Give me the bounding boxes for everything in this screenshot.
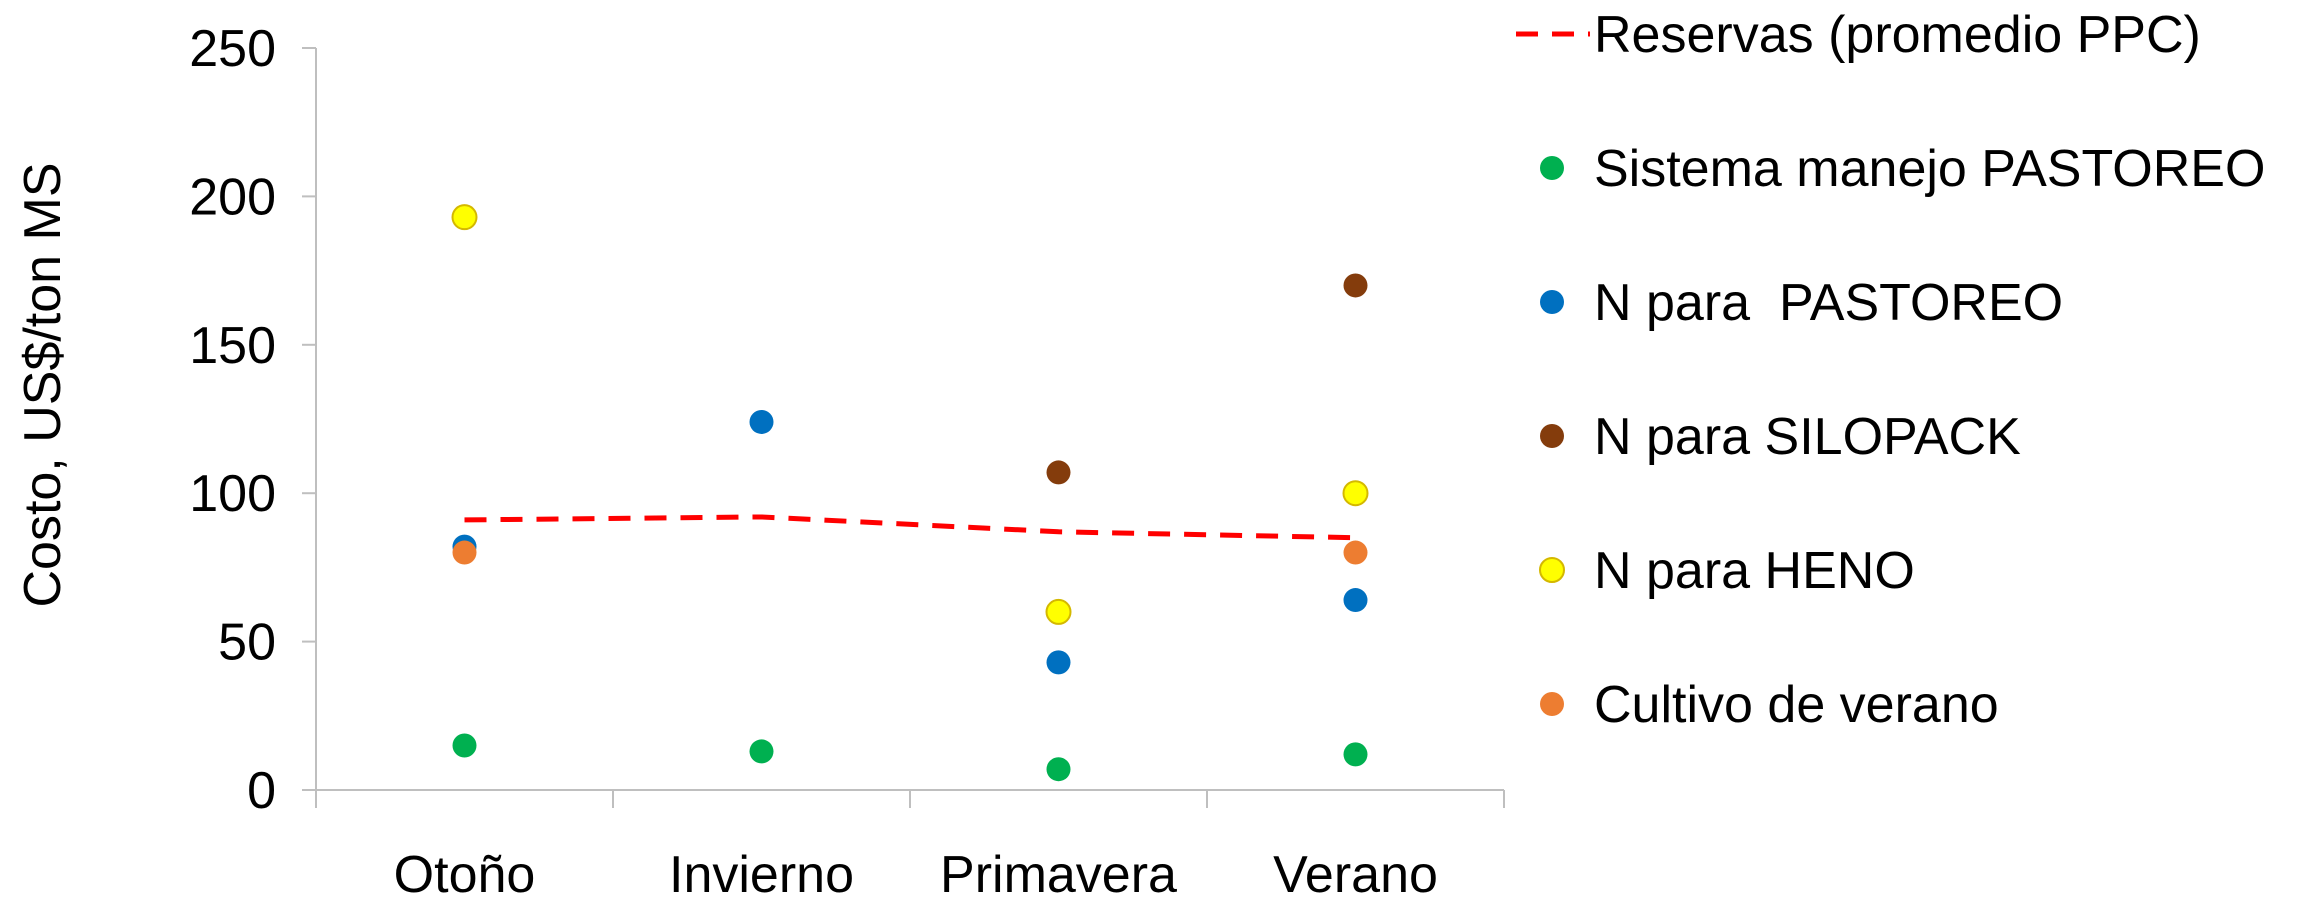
series-line-reservas	[464, 514, 1356, 541]
data-point	[1046, 460, 1071, 485]
data-point	[452, 733, 477, 758]
x-category-label: Otoño	[394, 846, 536, 898]
data-point	[1343, 273, 1368, 298]
x-category-label: Verano	[1273, 846, 1438, 898]
legend-swatch-marker	[1540, 424, 1564, 448]
scatter-points	[451, 204, 1369, 782]
y-tick-label: 200	[189, 168, 276, 226]
axes	[302, 47, 1505, 808]
legend-label: N para PASTOREO	[1594, 274, 2063, 332]
y-tick-label: 150	[189, 317, 276, 375]
legend-swatch-marker	[1540, 156, 1564, 180]
y-tick-label: 0	[247, 762, 276, 820]
data-point	[451, 204, 478, 231]
legend-label: N para HENO	[1594, 542, 1915, 600]
data-point	[452, 540, 477, 565]
data-point	[749, 409, 774, 434]
data-point	[1343, 742, 1368, 767]
x-category-label: Primavera	[940, 846, 1177, 898]
data-point	[1343, 588, 1368, 613]
legend-swatch-marker	[1540, 692, 1564, 716]
y-axis-title: Costo, US$/ton MS	[14, 162, 72, 607]
data-point	[749, 739, 774, 764]
legend-label: Cultivo de verano	[1594, 676, 1999, 734]
data-point	[1046, 757, 1071, 782]
legend-swatch-marker	[1539, 557, 1565, 583]
data-point	[1045, 598, 1072, 625]
y-tick-label: 50	[218, 614, 276, 672]
data-point	[1342, 480, 1369, 507]
legend-swatch-marker	[1540, 290, 1564, 314]
legend-label: N para SILOPACK	[1594, 408, 2021, 466]
legend: Reservas (promedio PPC) Sistema manejo PA…	[1516, 6, 2265, 734]
y-tick-label: 100	[189, 465, 276, 523]
legend-label: Sistema manejo PASTOREO	[1594, 140, 2265, 198]
data-point	[1046, 650, 1071, 675]
x-category-labels: Otoño Invierno Primavera Verano	[394, 846, 1438, 898]
y-tick-labels: 0 50 100 150 200 250	[189, 20, 276, 820]
data-point	[1343, 540, 1368, 565]
y-tick-label: 250	[189, 20, 276, 78]
legend-label: Reservas (promedio PPC)	[1594, 6, 2201, 64]
x-category-label: Invierno	[669, 846, 854, 898]
line-series	[464, 514, 1356, 541]
